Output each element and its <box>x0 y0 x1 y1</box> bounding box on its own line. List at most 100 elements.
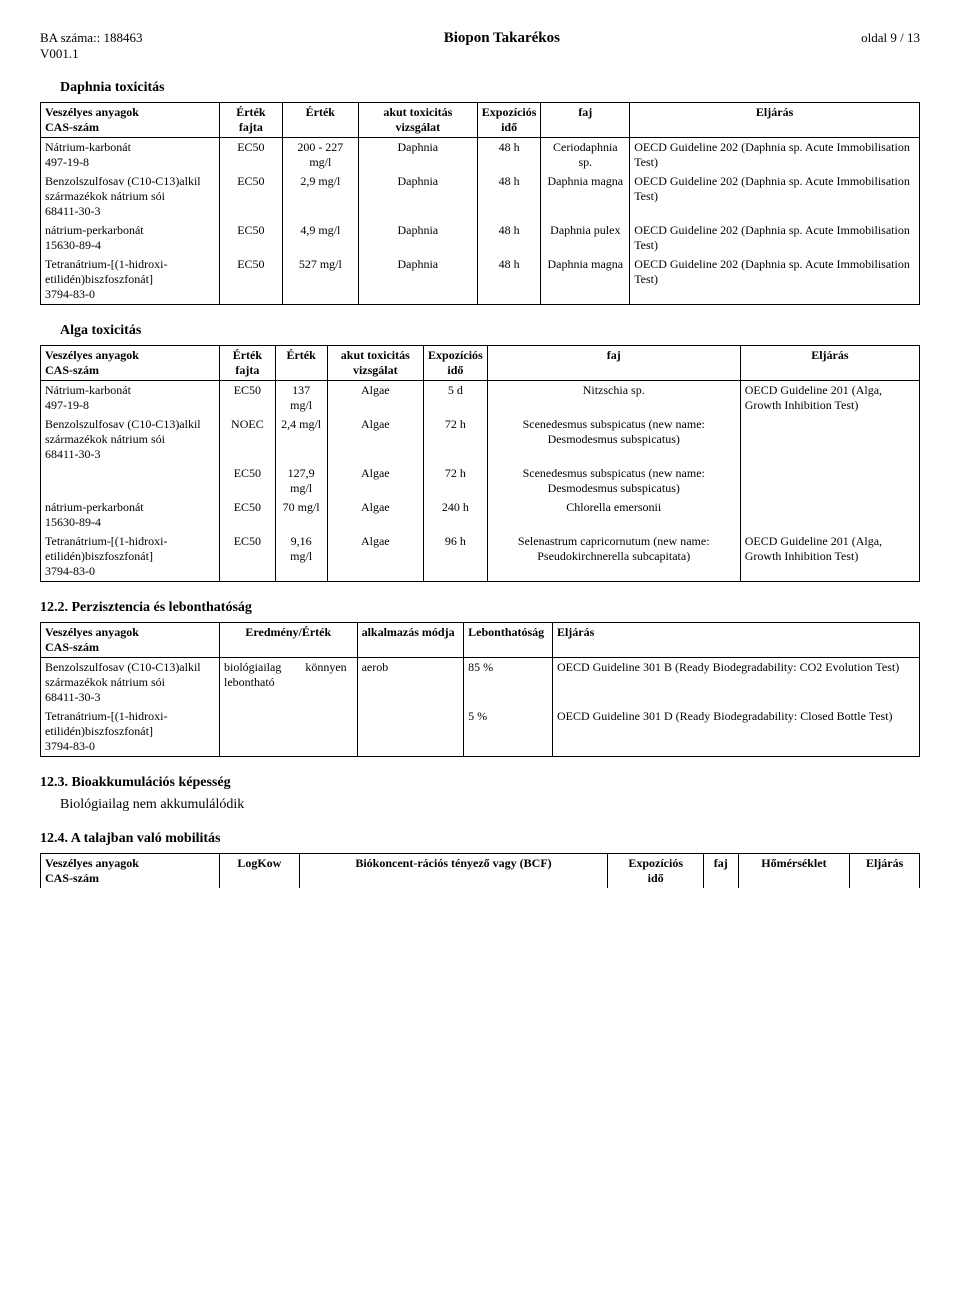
table-row: Tetranátrium-[(1-hidroxi-etilidén)biszfo… <box>41 532 920 582</box>
cell-test: Algae <box>327 464 424 498</box>
table-row: Tetranátrium-[(1-hidroxi-etilidén)biszfo… <box>41 255 920 305</box>
table-row: Nátrium-karbonát497-19-8EC50137 mg/lAlga… <box>41 381 920 416</box>
page-header: BA száma:: 188463 V001.1 Biopon Takaréko… <box>40 30 920 62</box>
th-exposure: Expozíciósidő <box>477 103 541 138</box>
cell-test: Daphnia <box>358 255 477 305</box>
cell-test: Daphnia <box>358 172 477 221</box>
cell-degradability: 5 % <box>464 707 553 757</box>
cell-value: 4,9 mg/l <box>282 221 358 255</box>
cell-method <box>740 464 919 498</box>
th-temperature: Hőmérséklet <box>738 854 850 889</box>
cell-species: Daphnia magna <box>541 255 630 305</box>
cell-application <box>357 707 464 757</box>
table-row: nátrium-perkarbonát15630-89-4EC5070 mg/l… <box>41 498 920 532</box>
cell-method: OECD Guideline 202 (Daphnia sp. Acute Im… <box>630 255 920 305</box>
th-species: faj <box>704 854 739 889</box>
cell-application: aerob <box>357 658 464 708</box>
th-acute-test: akut toxicitás vizsgálat <box>358 103 477 138</box>
cell-exposure: 5 d <box>424 381 488 416</box>
th-exposure: Expozíciósidő <box>424 346 488 381</box>
cell-substance: Tetranátrium-[(1-hidroxi-etilidén)biszfo… <box>41 707 220 757</box>
cell-exposure: 72 h <box>424 464 488 498</box>
th-logkow: LogKow <box>220 854 300 889</box>
table-row: Tetranátrium-[(1-hidroxi-etilidén)biszfo… <box>41 707 920 757</box>
cell-test: Algae <box>327 532 424 582</box>
cell-species: Daphnia magna <box>541 172 630 221</box>
table-row: Benzolszulfosav (C10-C13)alkil származék… <box>41 415 920 464</box>
cell-method: OECD Guideline 202 (Daphnia sp. Acute Im… <box>630 138 920 173</box>
th-method: Eljárás <box>630 103 920 138</box>
th-species: faj <box>487 346 740 381</box>
th-substance: Veszélyes anyagokCAS-szám <box>41 103 220 138</box>
document-title: Biopon Takarékos <box>444 30 560 62</box>
cell-method: OECD Guideline 201 (Alga, Growth Inhibit… <box>740 381 919 416</box>
cell-test: Algae <box>327 381 424 416</box>
cell-value-type: EC50 <box>220 221 283 255</box>
cell-method: OECD Guideline 201 (Alga, Growth Inhibit… <box>740 532 919 582</box>
cell-method <box>740 415 919 464</box>
cell-species: Chlorella emersonii <box>487 498 740 532</box>
daphnia-table: Veszélyes anyagokCAS-szám Érték fajta Ér… <box>40 102 920 305</box>
th-value-type: Érték fajta <box>220 346 276 381</box>
cell-exposure: 48 h <box>477 255 541 305</box>
table-row: Benzolszulfosav (C10-C13)alkil származék… <box>41 172 920 221</box>
cell-substance: Nátrium-karbonát497-19-8 <box>41 381 220 416</box>
cell-substance: Tetranátrium-[(1-hidroxi-etilidén)biszfo… <box>41 532 220 582</box>
mobility-table: Veszélyes anyagokCAS-szám LogKow Biókonc… <box>40 853 920 888</box>
cell-test: Algae <box>327 498 424 532</box>
cell-value-type: NOEC <box>220 415 276 464</box>
cell-substance: Nátrium-karbonát497-19-8 <box>41 138 220 173</box>
table-header-row: Veszélyes anyagokCAS-szám Érték fajta Ér… <box>41 103 920 138</box>
cell-value-type: EC50 <box>220 464 276 498</box>
cell-method: OECD Guideline 301 B (Ready Biodegradabi… <box>552 658 919 708</box>
cell-substance: Benzolszulfosav (C10-C13)alkil származék… <box>41 415 220 464</box>
cell-substance <box>41 464 220 498</box>
cell-result <box>220 707 358 757</box>
alga-table: Veszélyes anyagokCAS-szám Érték fajta Ér… <box>40 345 920 582</box>
cell-value: 2,4 mg/l <box>275 415 327 464</box>
cell-value: 200 - 227 mg/l <box>282 138 358 173</box>
cell-value-type: EC50 <box>220 381 276 416</box>
section-12-2-title: 12.2. Perzisztencia és lebonthatóság <box>40 600 920 616</box>
section-12-3-title: 12.3. Bioakkumulációs képesség <box>40 775 920 791</box>
cell-value: 9,16 mg/l <box>275 532 327 582</box>
th-species: faj <box>541 103 630 138</box>
table-row: Benzolszulfosav (C10-C13)alkil származék… <box>41 658 920 708</box>
th-value-type: Érték fajta <box>220 103 283 138</box>
section-12-4-title: 12.4. A talajban való mobilitás <box>40 831 920 847</box>
th-value: Érték <box>282 103 358 138</box>
cell-substance: Benzolszulfosav (C10-C13)alkil származék… <box>41 658 220 708</box>
cell-substance: nátrium-perkarbonát15630-89-4 <box>41 221 220 255</box>
cell-species: Scenedesmus subspicatus (new name: Desmo… <box>487 415 740 464</box>
cell-method: OECD Guideline 301 D (Ready Biodegradabi… <box>552 707 919 757</box>
cell-value: 127,9 mg/l <box>275 464 327 498</box>
page-number: oldal 9 / 13 <box>861 30 920 62</box>
cell-result: biológiailag könnyen lebontható <box>220 658 358 708</box>
th-substance: Veszélyes anyagokCAS-szám <box>41 623 220 658</box>
cell-exposure: 240 h <box>424 498 488 532</box>
header-left: BA száma:: 188463 V001.1 <box>40 30 143 62</box>
th-substance: Veszélyes anyagokCAS-szám <box>41 346 220 381</box>
th-result: Eredmény/Érték <box>220 623 358 658</box>
cell-value: 527 mg/l <box>282 255 358 305</box>
cell-method: OECD Guideline 202 (Daphnia sp. Acute Im… <box>630 172 920 221</box>
table-row: EC50127,9 mg/lAlgae72 hScenedesmus subsp… <box>41 464 920 498</box>
th-application-method: alkalmazás módja <box>357 623 464 658</box>
cell-value: 2,9 mg/l <box>282 172 358 221</box>
th-acute-test: akut toxicitás vizsgálat <box>327 346 424 381</box>
cell-species: Nitzschia sp. <box>487 381 740 416</box>
th-method: Eljárás <box>740 346 919 381</box>
cell-test: Daphnia <box>358 138 477 173</box>
cell-value-type: EC50 <box>220 255 283 305</box>
daphnia-section-title: Daphnia toxicitás <box>60 80 920 96</box>
table-header-row: Veszélyes anyagokCAS-szám Eredmény/Érték… <box>41 623 920 658</box>
cell-exposure: 48 h <box>477 138 541 173</box>
cell-value: 70 mg/l <box>275 498 327 532</box>
cell-species: Ceriodaphnia sp. <box>541 138 630 173</box>
persistence-table: Veszélyes anyagokCAS-szám Eredmény/Érték… <box>40 622 920 757</box>
cell-value: 137 mg/l <box>275 381 327 416</box>
version: V001.1 <box>40 46 79 61</box>
cell-value-type: EC50 <box>220 172 283 221</box>
cell-substance: nátrium-perkarbonát15630-89-4 <box>41 498 220 532</box>
bioaccumulation-text: Biológiailag nem akkumulálódik <box>60 797 920 813</box>
